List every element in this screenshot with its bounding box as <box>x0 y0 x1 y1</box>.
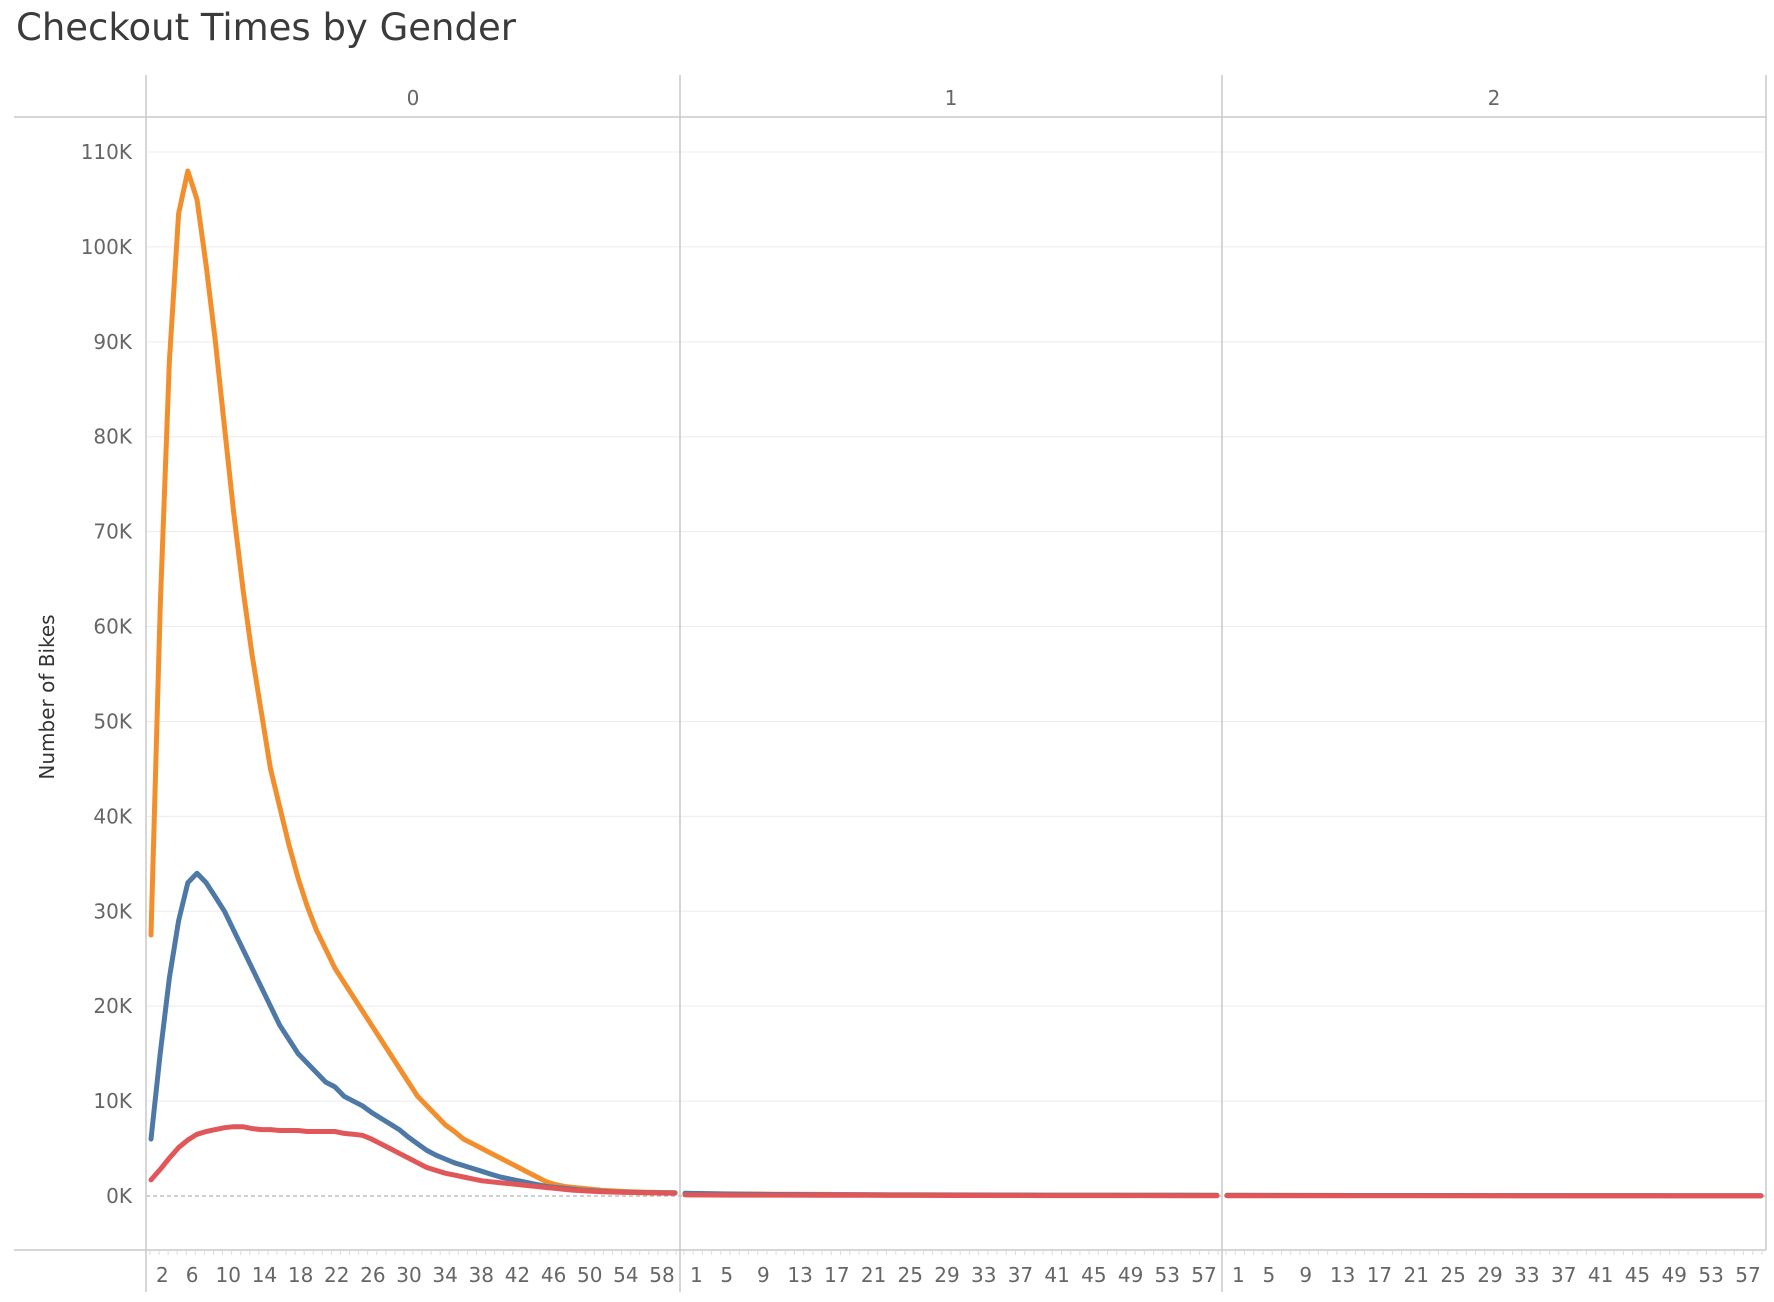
panel-header-label: 1 <box>945 86 958 110</box>
x-tick-label: 1 <box>690 1263 703 1287</box>
y-tick-label: 20K <box>93 994 132 1018</box>
series-line <box>148 168 678 1196</box>
panel-header-label: 2 <box>1488 86 1501 110</box>
gridlines <box>146 151 1766 1197</box>
x-tick-label: 34 <box>432 1263 457 1287</box>
x-tick-label: 38 <box>469 1263 494 1287</box>
y-tick-label: 10K <box>93 1089 132 1113</box>
x-tick-label: 49 <box>1662 1263 1687 1287</box>
x-tick-label: 42 <box>505 1263 530 1287</box>
x-tick-label: 57 <box>1191 1263 1216 1287</box>
y-axis-ticks: 0K 10K 20K 30K 40K 50K 60K 70K 80K 90K 100K 110K <box>81 140 133 1208</box>
x-tick-label: 5 <box>1262 1263 1275 1287</box>
chart-frame <box>14 75 1767 1292</box>
x-tick-label: 50 <box>577 1263 602 1287</box>
series-line <box>682 1192 1220 1199</box>
x-tick-label: 17 <box>1367 1263 1392 1287</box>
x-tick-label: 1 <box>1232 1263 1245 1287</box>
y-tick-label: 30K <box>93 899 132 923</box>
y-tick-label: 40K <box>93 804 132 828</box>
x-tick-label: 18 <box>288 1263 313 1287</box>
x-tick-label: 5 <box>720 1263 733 1287</box>
x-tick-label: 26 <box>360 1263 385 1287</box>
y-tick-label: 60K <box>93 615 132 639</box>
y-tick-label: 0K <box>106 1184 133 1208</box>
x-tick-label: 30 <box>396 1263 421 1287</box>
series-line <box>148 870 678 1196</box>
x-tick-label: 2 <box>156 1263 169 1287</box>
x-tick-label: 10 <box>216 1263 241 1287</box>
x-tick-label: 37 <box>1551 1263 1576 1287</box>
x-tick-label: 25 <box>898 1263 923 1287</box>
x-tick-label: 57 <box>1735 1263 1760 1287</box>
x-tick-label: 25 <box>1440 1263 1465 1287</box>
x-tick-label: 58 <box>649 1263 674 1287</box>
y-tick-label: 100K <box>81 235 133 259</box>
x-tick-label: 41 <box>1044 1263 1069 1287</box>
y-tick-label: 50K <box>93 709 132 733</box>
series-lines <box>148 168 1764 1199</box>
x-tick-label: 17 <box>824 1263 849 1287</box>
y-tick-label: 80K <box>93 425 132 449</box>
x-tick-label: 9 <box>757 1263 770 1287</box>
x-tick-label: 22 <box>324 1263 349 1287</box>
x-tick-label: 6 <box>186 1263 199 1287</box>
x-tick-label: 14 <box>252 1263 277 1287</box>
x-axis-ticks: 2 6 10 14 18 22 26 30 34 38 42 46 50 54 58 1 5 9 13 17 21 25 2… <box>149 1250 1763 1287</box>
panel-labels: 0 1 2 <box>407 86 1501 110</box>
x-tick-label: 45 <box>1081 1263 1106 1287</box>
x-tick-label: 21 <box>861 1263 886 1287</box>
x-tick-label: 53 <box>1698 1263 1723 1287</box>
series-line <box>148 1124 678 1196</box>
x-tick-label: 53 <box>1155 1263 1180 1287</box>
x-tick-label: 37 <box>1008 1263 1033 1287</box>
y-tick-label: 110K <box>81 140 133 164</box>
x-tick-label: 21 <box>1404 1263 1429 1287</box>
x-tick-label: 9 <box>1299 1263 1312 1287</box>
y-axis-title: Number of Bikes <box>35 614 59 779</box>
x-tick-label: 49 <box>1118 1263 1143 1287</box>
x-tick-label: 41 <box>1588 1263 1613 1287</box>
x-tick-label: 13 <box>1330 1263 1355 1287</box>
x-tick-label: 46 <box>541 1263 566 1287</box>
x-tick-label: 45 <box>1625 1263 1650 1287</box>
y-tick-label: 90K <box>93 330 132 354</box>
x-tick-label: 54 <box>613 1263 638 1287</box>
x-tick-label: 33 <box>971 1263 996 1287</box>
panel-header-label: 0 <box>407 86 420 110</box>
x-tick-label: 29 <box>934 1263 959 1287</box>
x-tick-label: 13 <box>787 1263 812 1287</box>
chart-title: Checkout Times by Gender <box>16 6 516 49</box>
y-tick-label: 70K <box>93 520 132 544</box>
x-tick-label: 29 <box>1477 1263 1502 1287</box>
x-tick-label: 33 <box>1514 1263 1539 1287</box>
